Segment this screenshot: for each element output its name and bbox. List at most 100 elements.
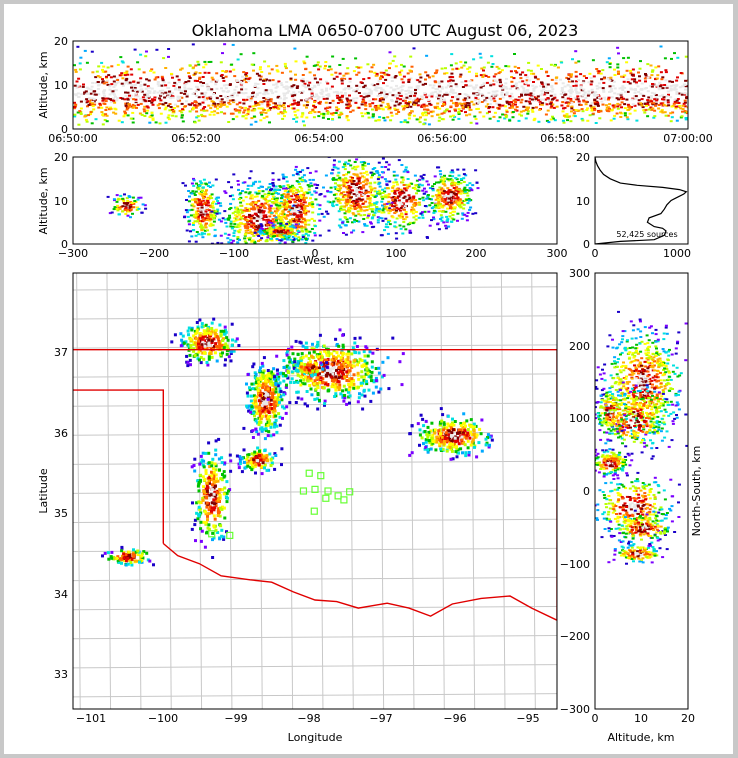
- altitude-eastwest-source: [405, 216, 409, 219]
- altitude-time-source: [174, 103, 177, 106]
- altitude-time-source: [330, 85, 334, 88]
- altitude-time-source: [572, 112, 576, 115]
- altitude-time-source: [357, 66, 361, 69]
- altitude-eastwest-source: [281, 210, 285, 213]
- altitude-time-source: [167, 81, 171, 84]
- altitude-eastwest-source: [364, 200, 368, 203]
- altitude-time-source: [567, 74, 571, 76]
- altitude-eastwest-source: [301, 234, 305, 237]
- altitude-time-source: [275, 85, 279, 88]
- altitude-eastwest-source: [234, 214, 238, 217]
- altitude-eastwest-source: [342, 185, 346, 188]
- altitude-eastwest-source: [297, 190, 301, 193]
- altitude-eastwest-source: [262, 210, 266, 213]
- altitude-time-source: [574, 50, 578, 53]
- altitude-eastwest-source: [282, 193, 286, 195]
- altitude-eastwest-source: [289, 225, 293, 228]
- altitude-eastwest-source: [276, 222, 280, 225]
- altitude-eastwest-source: [433, 183, 436, 185]
- altitude-eastwest-source: [370, 210, 374, 213]
- altitude-time-source: [345, 106, 349, 109]
- altitude-time-source: [522, 87, 526, 90]
- altitude-time-source: [366, 112, 370, 115]
- altitude-eastwest-source: [408, 221, 412, 224]
- altitude-time-source: [591, 112, 595, 115]
- altitude-eastwest-source: [362, 176, 366, 179]
- altitude-eastwest-source: [259, 230, 263, 233]
- altitude-eastwest-source: [127, 210, 131, 213]
- county-line: [136, 273, 142, 709]
- altitude-eastwest-source: [275, 201, 279, 204]
- altitude-time-source: [497, 67, 501, 70]
- altitude-eastwest-source: [252, 234, 256, 237]
- altitude-time-source: [146, 93, 149, 96]
- altitude-eastwest-source: [248, 238, 251, 241]
- altitude-time-source: [499, 85, 503, 88]
- altitude-time-source: [145, 78, 149, 81]
- altitude-eastwest-source: [267, 233, 271, 235]
- altitude-time-source: [237, 111, 241, 114]
- altitude-time-source: [187, 80, 191, 83]
- altitude-eastwest-source: [338, 188, 342, 191]
- altitude-eastwest-source: [131, 196, 135, 199]
- altitude-eastwest-source: [350, 231, 354, 234]
- altitude-time-source: [224, 70, 228, 73]
- altitude-eastwest-source: [250, 262, 253, 264]
- altitude-eastwest-source: [251, 214, 255, 217]
- altitude-time-source: [91, 71, 95, 74]
- altitude-eastwest-source: [262, 246, 265, 248]
- altitude-time-source: [585, 109, 589, 111]
- county-line: [76, 273, 81, 709]
- altitude-eastwest-source: [139, 196, 143, 199]
- altitude-eastwest-source: [280, 205, 284, 208]
- altitude-time-source: [621, 85, 625, 88]
- altitude-time-source: [325, 97, 329, 100]
- altitude-eastwest-source: [307, 210, 311, 213]
- altitude-time-source: [256, 83, 260, 86]
- altitude-eastwest-source: [422, 199, 426, 202]
- altitude-eastwest-source: [373, 196, 377, 198]
- altitude-time-source: [437, 97, 440, 100]
- altitude-time-source: [584, 103, 588, 106]
- altitude-eastwest-source: [281, 236, 285, 239]
- altitude-time-source: [635, 119, 639, 122]
- altitude-time-source: [193, 101, 197, 103]
- altitude-eastwest-source: [303, 226, 307, 229]
- altitude-eastwest-source: [254, 201, 258, 204]
- altitude-eastwest-source: [456, 190, 460, 193]
- altitude-eastwest-source: [282, 185, 286, 188]
- altitude-time-source: [549, 102, 553, 105]
- altitude-time-source: [517, 96, 521, 99]
- altitude-time-source: [618, 103, 622, 106]
- altitude-eastwest-source: [301, 176, 304, 179]
- altitude-time-source: [652, 102, 656, 105]
- altitude-time-source: [390, 80, 394, 82]
- altitude-time-source: [284, 67, 288, 70]
- altitude-time-source: [539, 84, 543, 87]
- altitude-time-source: [660, 109, 664, 111]
- altitude-eastwest-source: [250, 221, 254, 224]
- altitude-eastwest-source: [376, 219, 380, 222]
- altitude-time-source: [596, 96, 600, 99]
- altitude-time-source: [395, 99, 399, 102]
- altitude-time-source: [623, 103, 627, 106]
- altitude-eastwest-source: [246, 229, 250, 232]
- altitude-eastwest-source: [357, 220, 361, 223]
- altitude-time-source: [121, 61, 125, 64]
- altitude-eastwest-source: [292, 213, 296, 216]
- altitude-time-source: [402, 75, 406, 78]
- altitude-time-source: [102, 90, 106, 93]
- altitude-time-source: [299, 99, 303, 102]
- altitude-time-source: [170, 92, 174, 94]
- altitude-eastwest-source: [196, 215, 200, 218]
- altitude-time-source: [112, 93, 116, 95]
- altitude-eastwest-source: [129, 203, 133, 206]
- altitude-time-source: [339, 91, 343, 94]
- altitude-time-source: [267, 109, 271, 112]
- altitude-time-source: [409, 91, 413, 94]
- altitude-eastwest-source: [305, 230, 309, 233]
- altitude-time-source: [609, 119, 613, 122]
- altitude-time-source: [625, 69, 629, 72]
- altitude-time-source: [560, 104, 564, 107]
- altitude-time-source: [443, 110, 447, 113]
